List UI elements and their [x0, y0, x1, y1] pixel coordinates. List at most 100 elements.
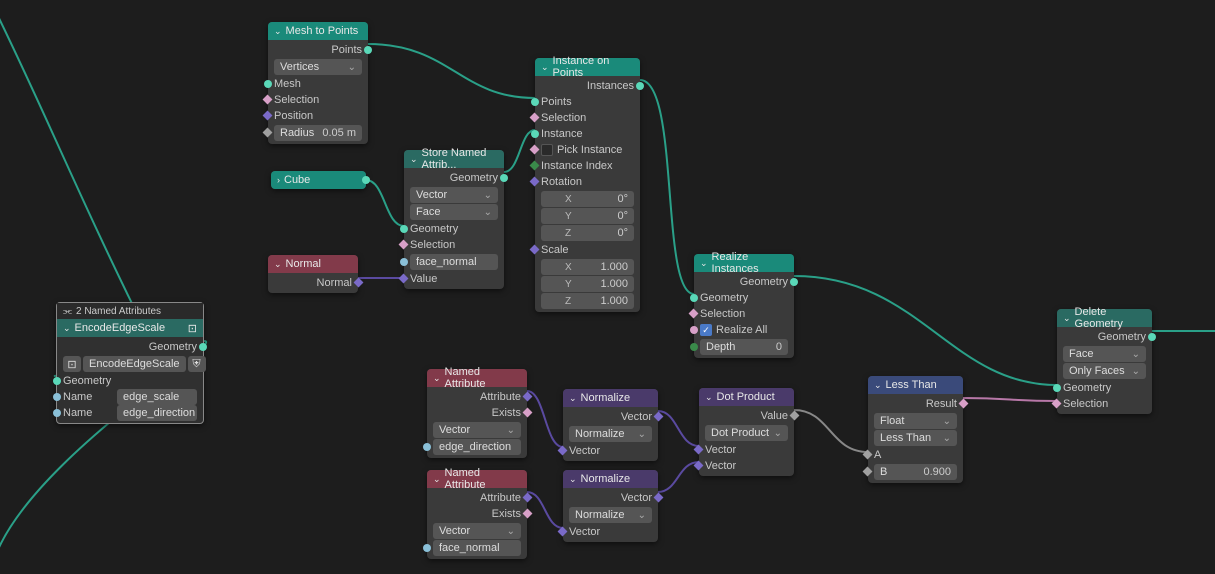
socket-out-bool[interactable]: [959, 399, 969, 409]
scale-y-field[interactable]: Y1.000: [541, 276, 634, 292]
socket-in-vec[interactable]: [530, 177, 540, 187]
socket-in-bool[interactable]: [689, 309, 699, 319]
radius-field[interactable]: Radius0.05 m: [274, 125, 362, 141]
socket-in-float[interactable]: [863, 450, 873, 460]
socket-out-vec[interactable]: [654, 493, 664, 503]
mode-dropdown[interactable]: Normalize: [569, 426, 652, 442]
socket-in-bool[interactable]: [263, 95, 273, 105]
node-normalize-1[interactable]: ⌄Normalize Vector Normalize Vector: [563, 389, 658, 461]
socket-in-geom[interactable]: [531, 130, 539, 138]
name-field[interactable]: face_normal: [433, 540, 521, 556]
type-dropdown[interactable]: Vector: [433, 523, 521, 539]
socket-out-geom[interactable]: [790, 278, 798, 286]
node-named-attribute-1[interactable]: ⌄Named Attribute Attribute Exists Vector…: [427, 369, 527, 458]
socket-in-vec[interactable]: [694, 461, 704, 471]
scale-z-field[interactable]: Z1.000: [541, 293, 634, 309]
node-cube[interactable]: ›Cube: [271, 171, 366, 189]
socket-out-geom[interactable]: [199, 343, 207, 351]
socket-in-bool[interactable]: [530, 145, 540, 155]
node-store-named-attribute[interactable]: ⌄Store Named Attrib... Geometry Vector F…: [404, 150, 504, 289]
group-select-row[interactable]: ⊡ EncodeEdgeScale ⛨: [63, 356, 197, 372]
socket-out-geom[interactable]: [636, 82, 644, 90]
node-dot-product[interactable]: ⌄Dot Product Value Dot Product Vector Ve…: [699, 388, 794, 476]
socket-in-bool[interactable]: [530, 113, 540, 123]
rot-x-field[interactable]: X0°: [541, 191, 634, 207]
node-named-attribute-2[interactable]: ⌄Named Attribute Attribute Exists Vector…: [427, 470, 527, 559]
checkbox-pick[interactable]: [541, 144, 553, 156]
rot-z-field[interactable]: Z0°: [541, 225, 634, 241]
node-header[interactable]: ⌄Named Attribute: [427, 470, 527, 488]
domain-dropdown[interactable]: Face: [1063, 346, 1146, 362]
socket-in-bool[interactable]: [399, 240, 409, 250]
socket-in-string[interactable]: [423, 443, 431, 451]
mode-dropdown[interactable]: Less Than: [874, 430, 957, 446]
socket-in-vec[interactable]: [558, 527, 568, 537]
socket-out-float[interactable]: [790, 411, 800, 421]
socket-in-vec[interactable]: [694, 445, 704, 455]
node-header[interactable]: ⌄Dot Product: [699, 388, 794, 406]
name2-field[interactable]: edge_direction: [117, 405, 197, 421]
socket-out-vec[interactable]: [523, 392, 533, 402]
pick-instance-row[interactable]: Pick Instance: [535, 142, 640, 158]
name-field[interactable]: edge_direction: [433, 439, 521, 455]
depth-field[interactable]: Depth0: [700, 339, 788, 355]
checkbox-realize-all[interactable]: ✓: [700, 324, 712, 336]
socket-out-geom[interactable]: [364, 46, 372, 54]
mode-dropdown[interactable]: Normalize: [569, 507, 652, 523]
socket-in-bool[interactable]: [690, 326, 698, 334]
socket-in-int[interactable]: [530, 161, 540, 171]
socket-in-string[interactable]: [400, 258, 408, 266]
socket-in-vec[interactable]: [399, 274, 409, 284]
node-header[interactable]: ›Cube: [271, 171, 366, 189]
type-dropdown[interactable]: Vector: [433, 422, 521, 438]
socket-in-string[interactable]: [53, 393, 61, 401]
node-delete-geometry[interactable]: ⌄Delete Geometry Geometry Face Only Face…: [1057, 309, 1152, 414]
socket-in-string[interactable]: [53, 409, 61, 417]
group-icon[interactable]: ⊡: [188, 322, 197, 335]
shield-icon[interactable]: ⛨: [188, 356, 206, 372]
group-link-icon[interactable]: ⊡: [63, 356, 81, 372]
node-header[interactable]: ⌄Store Named Attrib...: [404, 150, 504, 168]
socket-out-bool[interactable]: [523, 509, 533, 519]
b-field[interactable]: B0.900: [874, 464, 957, 480]
node-header[interactable]: ⌄Normalize: [563, 389, 658, 407]
socket-in-geom[interactable]: [53, 377, 61, 385]
mode-dropdown[interactable]: Only Faces: [1063, 363, 1146, 379]
node-header[interactable]: ⌄Realize Instances: [694, 254, 794, 272]
node-normalize-2[interactable]: ⌄Normalize Vector Normalize Vector: [563, 470, 658, 542]
node-header[interactable]: ⌄Instance on Points: [535, 58, 640, 76]
socket-in-string[interactable]: [423, 544, 431, 552]
node-header[interactable]: ⌄Mesh to Points: [268, 22, 368, 40]
socket-in-vec[interactable]: [558, 446, 568, 456]
node-header[interactable]: ⌄Normalize: [563, 470, 658, 488]
socket-out-geom[interactable]: [362, 176, 370, 184]
socket-out-bool[interactable]: [523, 408, 533, 418]
scale-x-field[interactable]: X1.000: [541, 259, 634, 275]
socket-out-geom[interactable]: [1148, 333, 1156, 341]
name1-field[interactable]: edge_scale: [117, 389, 197, 405]
socket-in-float[interactable]: [863, 467, 873, 477]
group-name-field[interactable]: EncodeEdgeScale: [83, 356, 186, 372]
socket-out-vec[interactable]: [523, 493, 533, 503]
socket-in-vec[interactable]: [530, 245, 540, 255]
node-header[interactable]: ⌄Normal: [268, 255, 358, 273]
node-header[interactable]: ⌄Named Attribute: [427, 369, 527, 387]
mode-dropdown[interactable]: Vertices: [274, 59, 362, 75]
node-instance-on-points[interactable]: ⌄Instance on Points Instances Points Sel…: [535, 58, 640, 312]
socket-in-geom[interactable]: [531, 98, 539, 106]
node-header[interactable]: ⌄Less Than: [868, 376, 963, 394]
realize-all-row[interactable]: ✓Realize All: [694, 322, 794, 338]
socket-in-geom[interactable]: [264, 80, 272, 88]
node-mesh-to-points[interactable]: ⌄Mesh to Points Points Vertices Mesh Sel…: [268, 22, 368, 144]
socket-in-vec[interactable]: [263, 111, 273, 121]
rot-y-field[interactable]: Y0°: [541, 208, 634, 224]
socket-in-geom[interactable]: [690, 294, 698, 302]
socket-in-bool[interactable]: [1052, 399, 1062, 409]
name-field[interactable]: face_normal: [410, 254, 498, 270]
socket-out-vec[interactable]: [654, 412, 664, 422]
type-dropdown[interactable]: Float: [874, 413, 957, 429]
node-header[interactable]: ⌄EncodeEdgeScale⊡: [57, 319, 203, 337]
mode-dropdown[interactable]: Dot Product: [705, 425, 788, 441]
node-less-than[interactable]: ⌄Less Than Result Float Less Than A B0.9…: [868, 376, 963, 483]
socket-in-geom[interactable]: [400, 225, 408, 233]
